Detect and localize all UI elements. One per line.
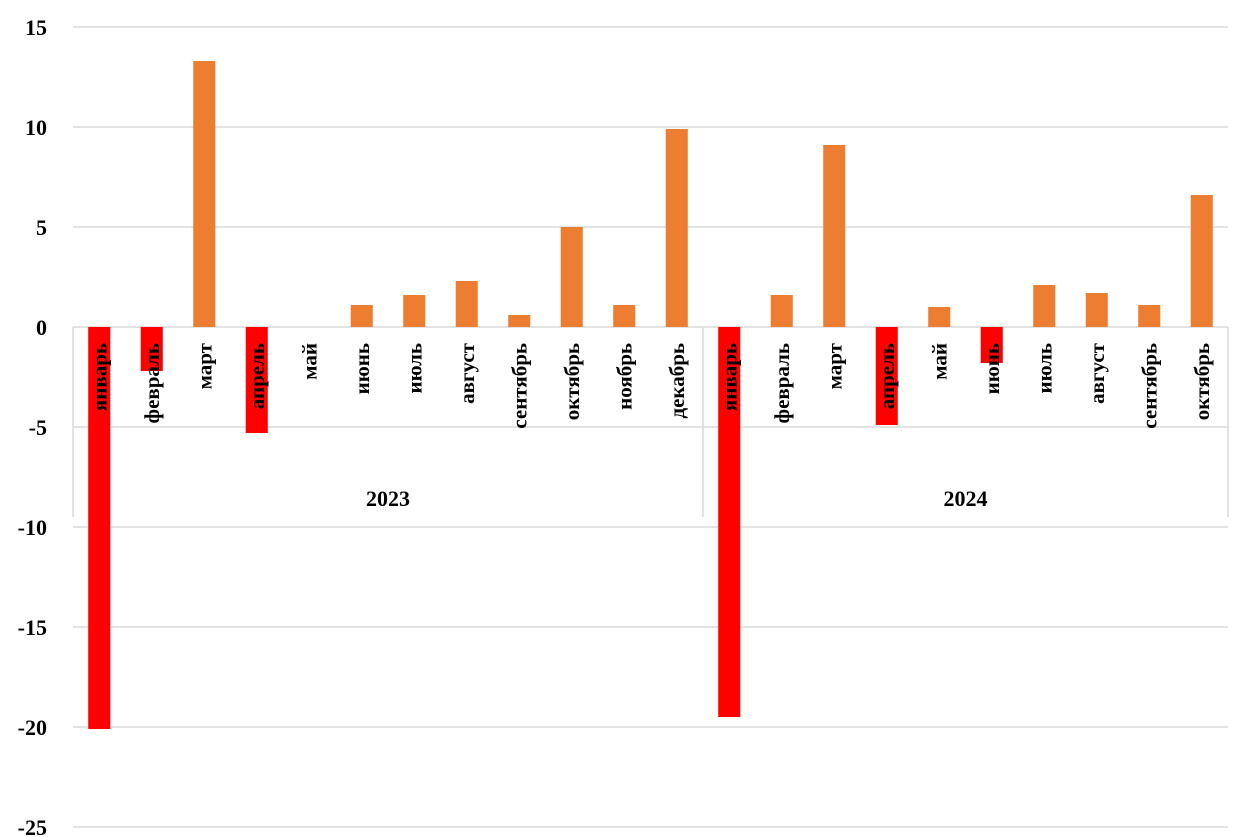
category-label: март [822,342,846,389]
bar [193,61,216,327]
category-label: август [455,342,479,404]
category-label: сентябрь [507,343,531,429]
category-label: апрель [875,343,899,409]
bar [403,295,426,327]
y-tick-label: 10 [25,115,47,140]
year-groups: 2023 2024 [72,327,1229,517]
bar [508,315,531,327]
category-label: апрель [245,343,269,409]
category-labels: январь февраль март апрель май июнь июль август… [87,342,1214,428]
y-tick-label: 0 [36,315,47,340]
bar [1190,195,1213,327]
category-label: май [927,343,951,380]
bar [1085,293,1108,327]
year-label: 2024 [944,486,988,511]
year-label: 2023 [366,486,410,511]
bar [1033,285,1056,327]
bars [88,61,1213,729]
category-label: январь [87,343,111,411]
bar [560,227,583,327]
category-label: март [192,342,216,389]
bar [875,327,898,425]
category-label: октябрь [560,343,584,420]
category-label: июнь [350,343,374,394]
category-label: июнь [980,343,1004,394]
y-tick-label: -25 [18,815,47,837]
bar [140,327,163,371]
y-tick-label: -5 [29,415,47,440]
y-tick-label: -10 [18,515,47,540]
bar [823,145,846,327]
category-label: август [1085,342,1109,404]
category-label: июль [402,343,426,394]
bar [980,327,1003,363]
category-label: май [297,343,321,380]
bar [928,307,951,327]
bar [88,327,111,729]
bar [718,327,741,717]
category-label: февраль [770,343,794,423]
category-label: декабрь [665,343,689,419]
category-label: октябрь [1190,343,1214,420]
category-label: ноябрь [612,343,636,410]
category-label: февраль [140,343,164,423]
bar [665,129,688,327]
y-tick-label: 5 [36,215,47,240]
bar [770,295,793,327]
bar [245,327,268,433]
y-tick-label: 15 [25,15,47,40]
category-label: январь [717,343,741,411]
bar [455,281,478,327]
category-label: июль [1032,343,1056,394]
category-label: сентябрь [1137,343,1161,429]
bar [350,305,373,327]
bar [613,305,636,327]
y-tick-label: -15 [18,615,47,640]
bar [1138,305,1161,327]
y-tick-label: -20 [18,715,47,740]
